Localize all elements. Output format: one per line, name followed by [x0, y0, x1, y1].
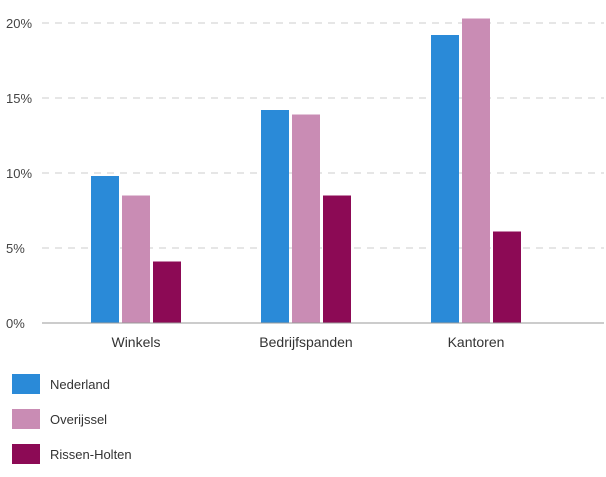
- legend-label: Rissen-Holten: [50, 446, 132, 462]
- bar-kantoren-overijssel: [462, 18, 490, 323]
- bar-bedrijfspanden-nederland: [261, 110, 289, 323]
- y-tick-label: 15%: [6, 91, 32, 106]
- y-tick-label: 0%: [6, 316, 25, 331]
- x-tick-label: Bedrijfspanden: [259, 334, 352, 350]
- bar-kantoren-nederland: [431, 35, 459, 323]
- legend-item: Nederland: [12, 372, 132, 396]
- x-tick-label: Winkels: [111, 334, 160, 350]
- bar-kantoren-rissen-holten: [493, 231, 521, 323]
- legend-swatch: [12, 444, 40, 464]
- x-tick-label: Kantoren: [448, 334, 505, 350]
- bar-winkels-nederland: [91, 176, 119, 323]
- legend-label: Nederland: [50, 376, 110, 392]
- legend-swatch: [12, 409, 40, 429]
- y-tick-label: 20%: [6, 16, 32, 31]
- legend-item: Overijssel: [12, 407, 132, 431]
- legend-swatch: [12, 374, 40, 394]
- bar-winkels-rissen-holten: [153, 261, 181, 323]
- y-tick-label: 10%: [6, 166, 32, 181]
- bar-bedrijfspanden-overijssel: [292, 114, 320, 323]
- y-axis: 0% 5% 10% 15% 20%: [6, 16, 32, 331]
- bar-winkels-overijssel: [122, 195, 150, 323]
- legend-item: Rissen-Holten: [12, 442, 132, 466]
- legend: Nederland Overijssel Rissen-Holten: [12, 372, 132, 477]
- legend-label: Overijssel: [50, 411, 108, 427]
- bar-chart: 0% 5% 10% 15% 20% Winkels Bedrijfspanden Kanto…: [6, 16, 604, 350]
- x-axis: Winkels Bedrijfspanden Kantoren: [111, 334, 504, 350]
- bar-bedrijfspanden-rissen-holten: [323, 195, 351, 323]
- y-tick-label: 5%: [6, 241, 25, 256]
- bars: [91, 18, 521, 323]
